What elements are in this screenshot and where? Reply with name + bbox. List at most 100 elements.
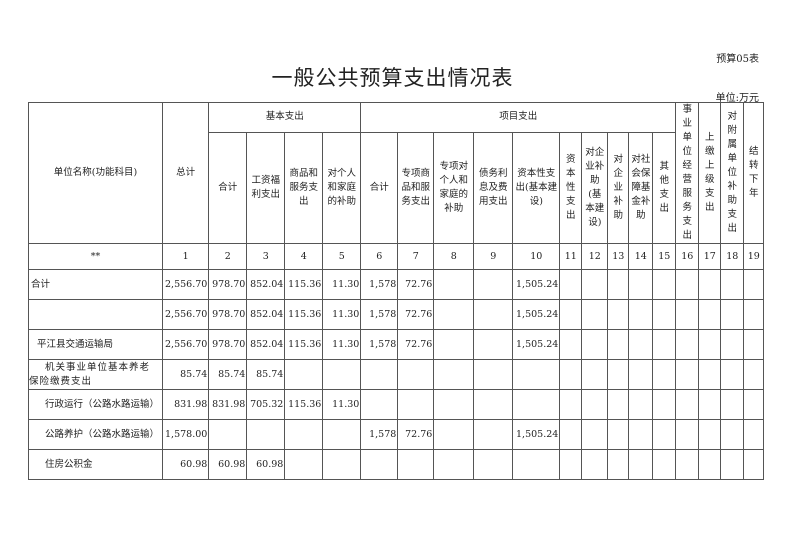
expenditure-table: 单位名称(功能科目) 总计 基本支出 项目支出 事业单位经营服务支出 上缴上级支出 对附属单… bbox=[28, 102, 765, 480]
value-cell bbox=[559, 269, 583, 300]
header-cell: 对个人和家庭的补助 bbox=[322, 131, 362, 245]
value-cell bbox=[473, 419, 514, 450]
index-label: ** bbox=[28, 243, 163, 270]
row-name: 公路养护（公路水路运输） bbox=[28, 419, 163, 450]
page-title: 一般公共预算支出情况表 bbox=[271, 66, 514, 90]
row-name: 机关事业单位基本养老保险缴费支出 bbox=[28, 359, 163, 390]
value-cell: 1,578 bbox=[360, 299, 399, 330]
index-cell: 9 bbox=[473, 243, 514, 270]
value-cell: 978.70 bbox=[208, 329, 248, 360]
value-cell bbox=[743, 269, 765, 300]
value-cell bbox=[698, 299, 722, 330]
value-cell bbox=[607, 269, 630, 300]
value-cell bbox=[473, 449, 514, 480]
table-row: 机关事业单位基本养老保险缴费支出 85.74 85.74 85.74 bbox=[28, 359, 765, 390]
header-cell: 对附属单位补助支出 bbox=[720, 102, 745, 244]
value-cell bbox=[284, 359, 324, 390]
index-cell: 17 bbox=[698, 243, 722, 270]
value-cell bbox=[607, 389, 630, 420]
table-row: 行政运行（公路水路运输） 831.98 831.98 705.32 115.36 11.3… bbox=[28, 389, 765, 420]
header-cell: 工资福利支出 bbox=[246, 131, 286, 245]
value-cell: 60.98 bbox=[246, 449, 286, 480]
value-cell: 1,578 bbox=[360, 419, 399, 450]
header-cell: 资本性支出(基本建设) bbox=[512, 131, 561, 245]
value-cell bbox=[322, 359, 362, 390]
header-cell: 商品和服务支出 bbox=[284, 131, 324, 245]
header-cell: 专项对个人和家庭的补助 bbox=[433, 131, 475, 245]
value-cell: 11.30 bbox=[322, 269, 362, 300]
value-cell bbox=[360, 359, 399, 390]
value-cell: 852.04 bbox=[246, 269, 286, 300]
value-cell bbox=[743, 449, 765, 480]
table-row: 合计 2,556.70 978.70 852.04 115.36 11.30 1,578 72… bbox=[28, 269, 765, 300]
value-cell bbox=[698, 419, 722, 450]
value-cell: 72.76 bbox=[397, 299, 435, 330]
value-cell: 60.98 bbox=[161, 449, 210, 480]
value-cell bbox=[607, 299, 630, 330]
value-cell bbox=[581, 299, 609, 330]
value-cell bbox=[581, 329, 609, 360]
value-cell: 705.32 bbox=[246, 389, 286, 420]
index-cell: 14 bbox=[628, 243, 654, 270]
value-cell: 11.30 bbox=[322, 329, 362, 360]
value-cell bbox=[581, 389, 609, 420]
value-cell bbox=[208, 419, 248, 450]
index-cell: 10 bbox=[512, 243, 561, 270]
index-cell: 7 bbox=[397, 243, 435, 270]
value-cell bbox=[473, 359, 514, 390]
header-cell: 专项商品和服务支出 bbox=[397, 131, 435, 245]
value-cell bbox=[628, 389, 654, 420]
value-cell: 831.98 bbox=[161, 389, 210, 420]
value-cell: 1,578 bbox=[360, 269, 399, 300]
value-cell bbox=[652, 359, 677, 390]
value-cell: 72.76 bbox=[397, 329, 435, 360]
index-cell: 16 bbox=[675, 243, 700, 270]
value-cell bbox=[581, 419, 609, 450]
row-name: 平江县交通运输局 bbox=[28, 329, 163, 360]
value-cell bbox=[675, 419, 700, 450]
value-cell bbox=[322, 419, 362, 450]
value-cell bbox=[559, 359, 583, 390]
value-cell bbox=[360, 449, 399, 480]
value-cell bbox=[652, 419, 677, 450]
value-cell bbox=[628, 329, 654, 360]
table-row: 平江县交通运输局 2,556.70 978.70 852.04 115.36 11.30 1… bbox=[28, 329, 765, 360]
value-cell: 11.30 bbox=[322, 299, 362, 330]
value-cell bbox=[433, 329, 475, 360]
value-cell: 115.36 bbox=[284, 389, 324, 420]
header-cell: 合计 bbox=[208, 131, 248, 245]
header-cell: 对企业补助 bbox=[607, 131, 630, 245]
unit-label: 单位:万元 bbox=[715, 93, 759, 104]
header-cell: 上缴上级支出 bbox=[698, 102, 722, 244]
value-cell bbox=[675, 389, 700, 420]
value-cell bbox=[675, 449, 700, 480]
header-cell: 事业单位经营服务支出 bbox=[675, 102, 700, 244]
value-cell bbox=[720, 389, 745, 420]
value-cell bbox=[284, 419, 324, 450]
header-cell: 资本性支出 bbox=[559, 131, 583, 245]
value-cell bbox=[628, 299, 654, 330]
value-cell: 2,556.70 bbox=[161, 269, 210, 300]
value-cell bbox=[473, 299, 514, 330]
value-cell bbox=[433, 419, 475, 450]
value-cell: 1,578 bbox=[360, 329, 399, 360]
value-cell bbox=[559, 389, 583, 420]
value-cell bbox=[628, 359, 654, 390]
value-cell: 115.36 bbox=[284, 329, 324, 360]
value-cell: 1,505.24 bbox=[512, 299, 561, 330]
value-cell bbox=[397, 449, 435, 480]
value-cell: 1,505.24 bbox=[512, 329, 561, 360]
value-cell: 72.76 bbox=[397, 419, 435, 450]
value-cell bbox=[512, 359, 561, 390]
header-row: 合计 工资福利支出 商品和服务支出 对个人和家庭的补助 合计 专项商品和服务支出 专项对个人… bbox=[29, 131, 764, 245]
index-row: ** 1 2 3 4 5 6 7 8 9 10 11 12 13 14 15 16 17 18 19 bbox=[28, 243, 765, 270]
header-cell: 债务利息及费用支出 bbox=[473, 131, 514, 245]
header-cell: 对社会保障基金补助 bbox=[628, 131, 654, 245]
index-cell: 15 bbox=[652, 243, 677, 270]
value-cell: 852.04 bbox=[246, 299, 286, 330]
header-name: 单位名称(功能科目) bbox=[28, 102, 163, 244]
value-cell bbox=[698, 269, 722, 300]
value-cell bbox=[698, 329, 722, 360]
value-cell bbox=[652, 389, 677, 420]
